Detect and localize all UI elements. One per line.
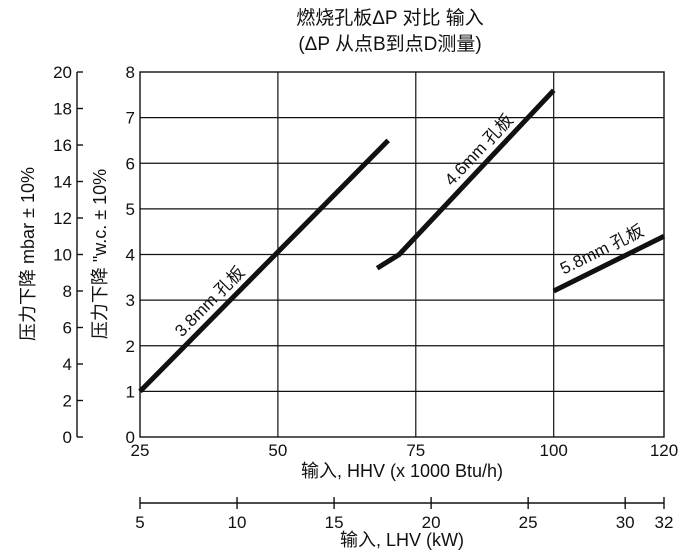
series-line xyxy=(138,138,390,394)
x2-tick-label: 32 xyxy=(655,513,674,532)
x-tick-label: 100 xyxy=(539,441,567,460)
y2-tick-label: 18 xyxy=(53,100,72,119)
y2-tick-label: 20 xyxy=(53,63,72,82)
x-tick-label: 50 xyxy=(268,441,287,460)
plot-frame xyxy=(139,71,665,438)
x2-tick-label: 15 xyxy=(325,513,344,532)
y-tick-label: 1 xyxy=(126,382,135,401)
x-tick-label: 75 xyxy=(406,441,425,460)
y-tick-label: 8 xyxy=(126,63,135,82)
x2-tick-label: 5 xyxy=(135,513,144,532)
chart-title-line1: 燃烧孔板ΔP 对比 输入 xyxy=(296,7,484,29)
y2-tick-label: 10 xyxy=(53,246,72,265)
series xyxy=(138,88,666,394)
y-tick-label: 2 xyxy=(126,337,135,356)
y2-tick-label: 8 xyxy=(63,282,72,301)
series-line xyxy=(552,233,666,294)
chart-title-line2: (ΔP 从点B到点D测量) xyxy=(298,33,481,55)
y-tick-label: 5 xyxy=(126,200,135,219)
y2-tick-label: 0 xyxy=(63,428,72,447)
x2-axis-label: 输入, LHV (kW) xyxy=(340,530,464,550)
x2-tick-label: 25 xyxy=(519,513,538,532)
series-label: 4.6mm 孔板 xyxy=(441,110,517,189)
x2-tick-label: 20 xyxy=(422,513,441,532)
y-tick-label: 7 xyxy=(126,109,135,128)
series-label: 3.8mm 孔板 xyxy=(171,263,248,341)
curve-labels: 3.8mm 孔板4.6mm 孔板5.8mm 孔板 xyxy=(171,110,647,340)
x-axis-label: 输入, HHV (x 1000 Btu/h) xyxy=(301,461,503,481)
y2-axis-label: 压力下降 mbar ± 10% xyxy=(18,167,38,341)
series-label-group: 4.6mm 孔板 xyxy=(441,110,517,189)
y2-tick-label: 2 xyxy=(63,392,72,411)
x-tick-label: 120 xyxy=(650,441,678,460)
y-axis-label: 压力下降 "w.c. ± 10% xyxy=(90,169,110,339)
y2-tick-label: 14 xyxy=(53,173,72,192)
y-tick-label: 0 xyxy=(126,428,135,447)
y-tick-label: 4 xyxy=(126,246,135,265)
y2-tick-label: 16 xyxy=(53,136,72,155)
x-tick-label: 25 xyxy=(131,441,150,460)
x2-tick-label: 10 xyxy=(228,513,247,532)
y2-tick-label: 12 xyxy=(53,209,72,228)
y2-tick-label: 4 xyxy=(63,355,72,374)
series-label-group: 3.8mm 孔板 xyxy=(171,263,248,341)
series-line xyxy=(375,88,556,271)
x2-tick-label: 30 xyxy=(616,513,635,532)
y2-tick-label: 6 xyxy=(63,319,72,338)
y-tick-label: 6 xyxy=(126,154,135,173)
y-tick-label: 3 xyxy=(126,291,135,310)
